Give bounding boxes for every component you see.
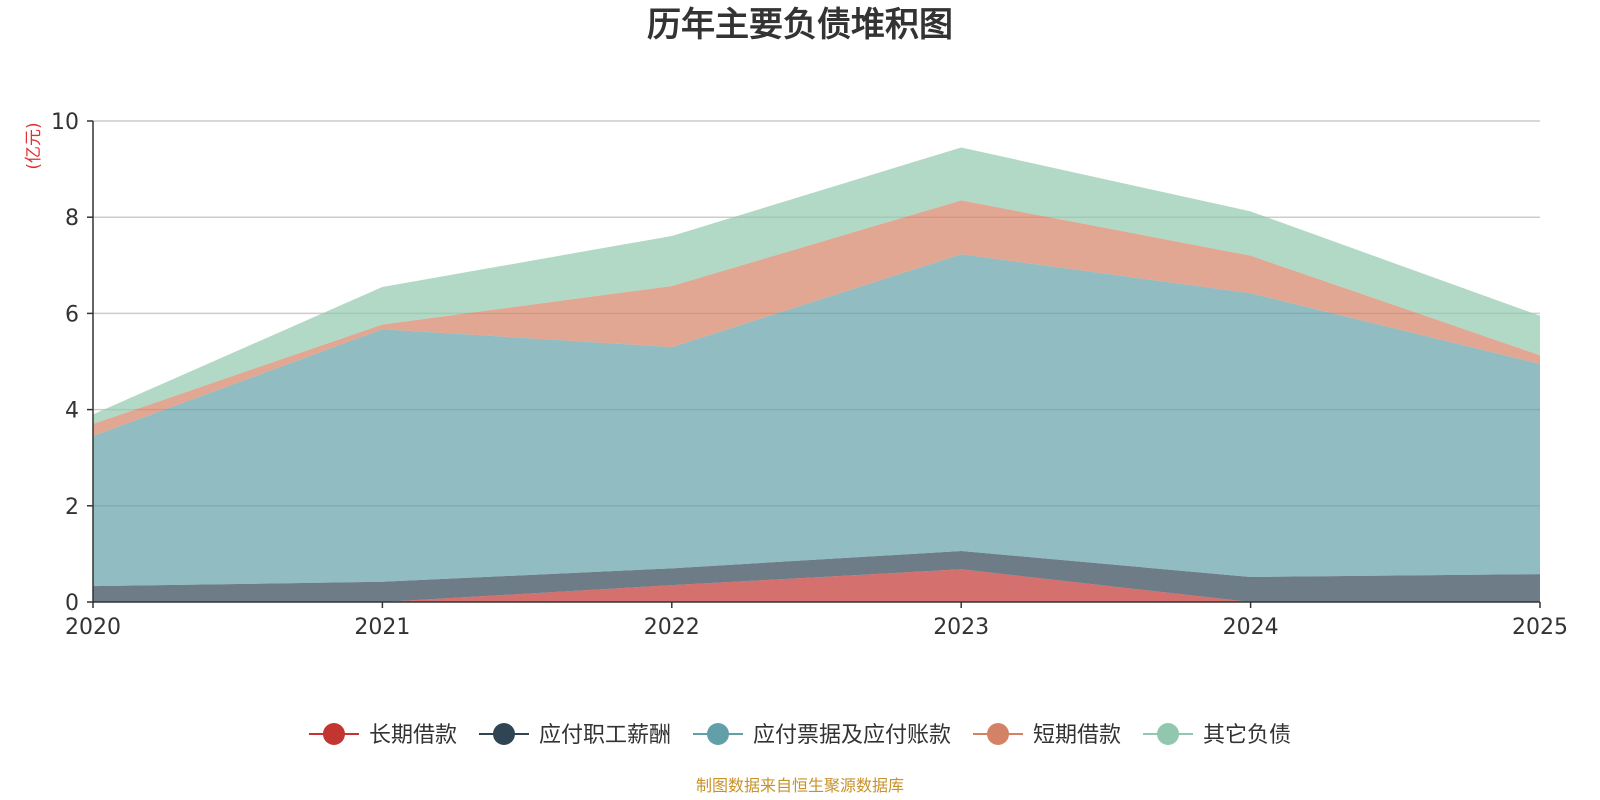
legend-marker-icon: [706, 723, 729, 745]
legend-label: 应付职工薪酬: [539, 723, 671, 748]
area-series-1: [93, 569, 1540, 602]
legend[interactable]: 长期借款 应付职工薪酬 应付票据及应付账款 短期借款 其它负债: [308, 723, 1291, 748]
y-tick-label: 0: [65, 591, 79, 616]
legend-item-1[interactable]: 长期借款: [308, 723, 457, 748]
area-series-2: [93, 551, 1540, 602]
y-tick-label: 4: [65, 399, 79, 424]
x-tick-label: 2022: [644, 615, 700, 640]
legend-item-2[interactable]: 应付职工薪酬: [478, 723, 671, 748]
x-tick-label: 2024: [1223, 615, 1279, 640]
area-series-4: [93, 200, 1540, 437]
area-series-5: [93, 147, 1540, 425]
x-tick-label: 2023: [933, 615, 989, 640]
x-tick-label: 2021: [354, 615, 410, 640]
area-series-group: [93, 147, 1540, 602]
data-source-note: 制图数据来自恒生聚源数据库: [696, 776, 904, 795]
y-axis-unit-label: (亿元): [24, 122, 44, 169]
legend-label: 长期借款: [369, 723, 457, 748]
y-tick-label: 8: [65, 206, 79, 231]
axes: 0 2 4 6 8 10 2020 2021 2022 2023 2024 2025: [51, 110, 1568, 640]
x-tick-label: 2020: [65, 615, 121, 640]
y-tick-label: 6: [65, 302, 79, 327]
area-series-3: [93, 254, 1540, 587]
y-tick-label: 2: [65, 495, 79, 520]
chart-title: 历年主要负债堆积图: [647, 5, 953, 45]
legend-label: 短期借款: [1033, 723, 1121, 748]
y-tick-label: 10: [51, 110, 79, 135]
legend-item-4[interactable]: 短期借款: [973, 723, 1121, 748]
x-tick-label: 2025: [1512, 615, 1568, 640]
legend-marker-icon: [987, 723, 1010, 745]
legend-label: 其它负债: [1203, 723, 1291, 748]
legend-item-5[interactable]: 其它负债: [1143, 723, 1291, 748]
legend-marker-icon: [492, 723, 515, 745]
legend-marker-icon: [1157, 723, 1180, 745]
legend-label: 应付票据及应付账款: [753, 723, 951, 748]
legend-marker-icon: [322, 723, 345, 745]
legend-item-3[interactable]: 应付票据及应付账款: [692, 723, 951, 748]
